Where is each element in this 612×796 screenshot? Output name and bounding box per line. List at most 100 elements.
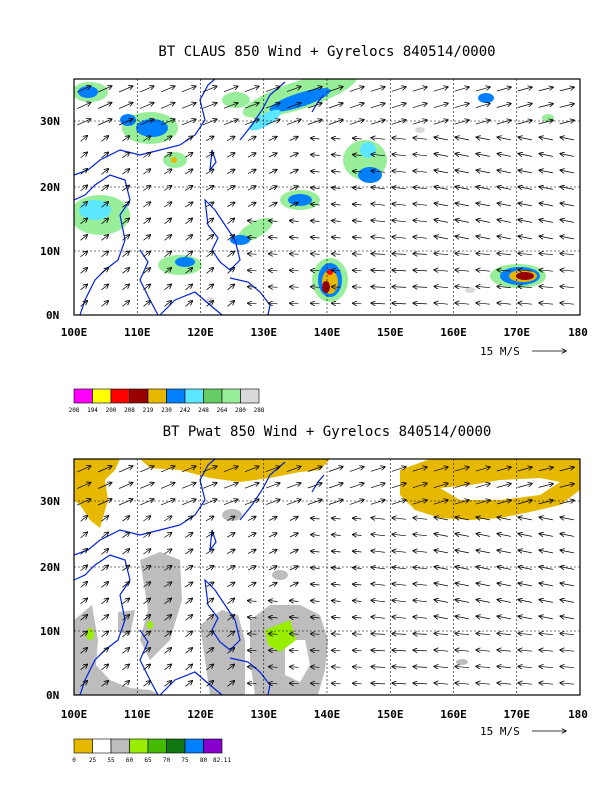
bottom-wind-vector [332, 568, 341, 569]
bottom-wind-vector [433, 483, 448, 489]
bottom-wind-vector [455, 517, 469, 520]
bottom-wind-vector [80, 664, 88, 671]
top-wind-vector [353, 188, 362, 189]
bottom-wind-vector [143, 598, 151, 605]
bottom-xtick-180: 180 [568, 708, 588, 721]
bottom-wind-vector [206, 631, 214, 638]
bottom-wind-vector [497, 633, 512, 634]
top-wind-vector [181, 103, 196, 109]
top-wind-vector [353, 287, 362, 288]
top-wind-vector [539, 170, 553, 173]
bottom-wind-vector [164, 566, 172, 571]
bottom-wind-vector [268, 550, 277, 554]
bottom-wind-vector [496, 500, 511, 505]
bottom-wind-vector [353, 601, 362, 602]
top-colorbar-label: 230 [161, 407, 172, 414]
bottom-wind-vector [413, 584, 428, 586]
top-wind-vector [101, 284, 109, 291]
bottom-wind-vector [143, 582, 150, 588]
top-wind-vector [118, 86, 133, 93]
bottom-wind-vector [77, 482, 91, 489]
top-wind-vector [413, 303, 428, 304]
bottom-wind-vector [311, 634, 320, 635]
bottom-wind-vector [164, 598, 172, 605]
top-wind-vector [332, 188, 341, 189]
bottom-wind-vector [97, 499, 112, 506]
bottom-wind-vector [392, 683, 407, 684]
bottom-wind-vector [454, 483, 469, 488]
top-wind-vector [539, 203, 553, 206]
bottom-wind-vector [353, 584, 362, 585]
bottom-wind-vector [101, 532, 109, 539]
bottom-wind-vector [122, 532, 129, 538]
top-wind-vector [268, 203, 277, 207]
bottom-wind-vector [539, 517, 553, 520]
bottom-wind-vector [349, 500, 364, 505]
bottom-wind-vector [311, 667, 320, 668]
top-wind-vector [455, 170, 469, 173]
top-wind-vector [311, 188, 320, 189]
bottom-wind-vector [80, 532, 88, 539]
top-wind-vector [434, 253, 449, 254]
top-wind-vector [518, 154, 532, 157]
top-wind-vector [269, 287, 278, 288]
bottom-xtick-130e: 130E [251, 708, 278, 721]
bottom-colorbar-label: 55 [107, 757, 115, 764]
bottom-wind-vector [164, 664, 172, 671]
top-wind-vector [433, 87, 448, 92]
bottom-wind-vector [205, 533, 214, 538]
top-wind-vector [371, 303, 386, 304]
top-wind-vector [248, 287, 257, 288]
top-wind-vector [353, 254, 362, 255]
top-wind-vector [80, 218, 88, 225]
bottom-wind-vector [247, 566, 256, 571]
top-wind-vector [349, 120, 364, 125]
top-wind-vector [353, 204, 362, 205]
top-panel-title: BT CLAUS 850 Wind + Gyrelocs 840514/0000 [158, 44, 495, 60]
top-wind-vector [139, 86, 154, 93]
bottom-wind-vector [311, 518, 320, 519]
top-wind-vector [476, 220, 490, 223]
top-wind-vector [328, 120, 343, 125]
bottom-wind-vector [143, 516, 150, 522]
top-wind-vector [205, 186, 214, 191]
bottom-wind-vector [205, 582, 214, 588]
top-wind-vector [434, 170, 448, 173]
top-wind-vector [392, 220, 407, 222]
bottom-coastline [74, 459, 325, 695]
top-wind-vector [185, 251, 193, 258]
top-wind-vector [413, 270, 428, 271]
bottom-wind-vector [371, 518, 386, 520]
top-wind-vector [371, 187, 386, 189]
top-wind-vector [454, 103, 469, 108]
bottom-wind-vector [413, 617, 428, 619]
top-wind-vector [122, 202, 129, 208]
top-wind-vector [433, 120, 448, 125]
top-wind-vector [497, 270, 512, 271]
top-wind-vector [248, 270, 257, 271]
top-wind-vector [392, 138, 407, 140]
bottom-wind-vector [332, 584, 341, 585]
bottom-wind-vector [181, 499, 196, 506]
top-wind-vector [290, 270, 299, 271]
top-colorbar-label: 219 [143, 407, 154, 414]
bottom-wind-vector [122, 615, 130, 621]
bottom-wind-vector [77, 466, 91, 473]
bottom-wind-vector [80, 681, 88, 687]
bottom-wind-vector [268, 533, 277, 538]
top-wind-vector [560, 303, 575, 304]
top-wind-vector [181, 86, 196, 93]
bottom-wind-vector [265, 499, 280, 505]
bottom-wind-vector [332, 535, 341, 536]
bottom-wind-vector [455, 666, 470, 667]
bottom-wind-vector [392, 567, 407, 569]
bottom-wind-vector [454, 467, 469, 472]
top-wind-vector [518, 236, 532, 239]
top-wind-vector [202, 86, 217, 93]
bottom-wind-vector [223, 499, 238, 506]
bottom-wind-vector [160, 466, 175, 473]
top-colorbar-swatch [73, 388, 93, 404]
top-wind-vector [412, 103, 427, 109]
top-wind-vector [223, 86, 238, 93]
bottom-wind-vector [226, 582, 235, 588]
